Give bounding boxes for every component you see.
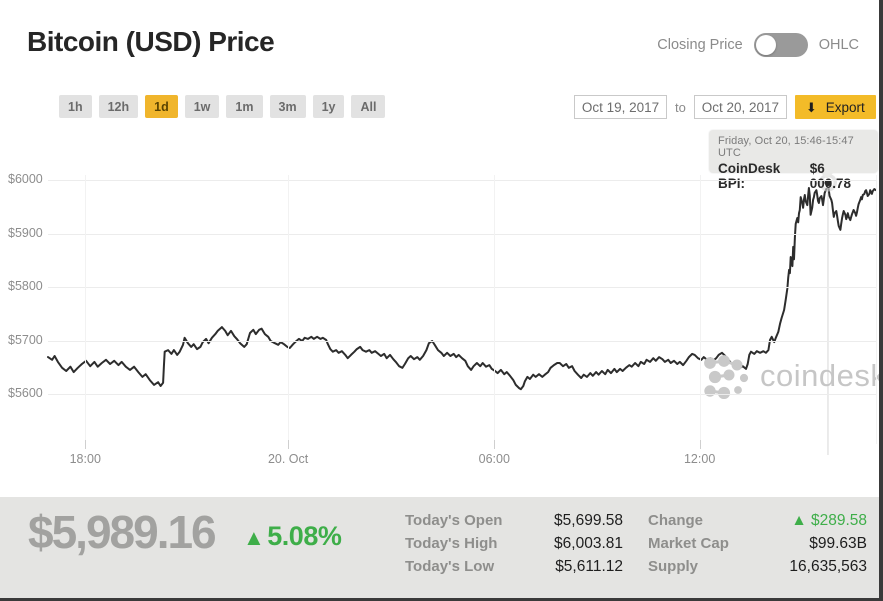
today-stats: Today's Open $5,699.58 Today's High $6,003.… xyxy=(405,509,623,578)
x-axis-tick xyxy=(288,440,290,449)
gridline-h xyxy=(48,180,876,181)
stat-row: Today's Open $5,699.58 xyxy=(405,509,623,532)
date-to-word: to xyxy=(675,99,686,115)
y-axis-label: $5800 xyxy=(8,279,43,293)
range-button-1h[interactable]: 1h xyxy=(59,95,92,118)
gridline-v xyxy=(494,175,496,444)
stat-label: Today's Open xyxy=(405,512,503,529)
price-line-chart xyxy=(47,173,877,455)
market-stats: Change ▲ $289.58 Market Cap $99.63B Supply 16… xyxy=(648,509,867,578)
ohlc-label: OHLC xyxy=(818,37,859,53)
stat-value: 16,635,563 xyxy=(789,557,867,575)
date-from-input[interactable] xyxy=(574,95,667,119)
chart-tooltip: Friday, Oct 20, 15:46-15:47 UTC CoinDesk… xyxy=(709,130,878,191)
stat-value: $6,003.81 xyxy=(554,534,623,552)
stat-value: $99.63B xyxy=(809,534,867,552)
gridline-h xyxy=(48,287,876,288)
range-button-all[interactable]: All xyxy=(351,95,386,118)
change-percent: ▲ 5.08% xyxy=(243,521,342,551)
tooltip-value: $6 000.78 xyxy=(809,161,852,191)
x-axis-label: 18:00 xyxy=(69,452,101,466)
range-button-12h[interactable]: 12h xyxy=(98,95,139,118)
y-axis-label: $5900 xyxy=(8,225,43,240)
date-to-input[interactable] xyxy=(693,95,787,119)
time-range-buttons: 1h 12h 1d 1w 1m 3m 1y All xyxy=(59,95,386,118)
price-chart[interactable]: coindesk Friday, Oct 20, 15:46-15:47 UTC… xyxy=(0,125,883,497)
download-arrow-icon: ⬇ xyxy=(805,99,817,115)
y-axis-label: $5700 xyxy=(8,332,43,347)
gridline-v xyxy=(876,175,877,444)
stat-label: Today's High xyxy=(405,535,498,552)
y-axis-label: $6000 xyxy=(8,172,43,186)
gridline-v xyxy=(85,175,87,444)
range-button-1w[interactable]: 1w xyxy=(184,95,220,118)
tooltip-pointer xyxy=(821,173,833,179)
stat-label: Change xyxy=(648,512,704,529)
range-button-1d[interactable]: 1d xyxy=(145,95,178,118)
stat-value: ▲ $289.58 xyxy=(791,511,867,529)
up-triangle-icon: ▲ xyxy=(243,525,265,550)
range-button-3m[interactable]: 3m xyxy=(269,95,306,118)
gridline-v xyxy=(288,175,290,444)
stat-label: Today's Low xyxy=(405,558,495,575)
stat-row: Today's High $6,003.81 xyxy=(405,532,623,555)
stat-value: $5,699.58 xyxy=(554,511,623,529)
x-axis-tick xyxy=(699,440,701,449)
x-axis-label: 06:00 xyxy=(478,452,510,466)
stat-row: Market Cap $99.63B xyxy=(648,532,867,555)
price-series-line xyxy=(47,181,877,391)
x-axis-tick xyxy=(494,440,496,449)
window-right-edge xyxy=(879,0,883,601)
toggle-knob-icon xyxy=(755,35,776,55)
stats-bar: $5,989.16 ▲ 5.08% Today's Open $5,699.58 To… xyxy=(0,497,883,601)
date-range-controls: to ⬇ Export xyxy=(574,95,876,119)
gridline-h xyxy=(48,340,876,342)
gridline-h xyxy=(48,233,876,235)
stat-row: Supply 16,635,563 xyxy=(648,555,867,578)
stat-value: $5,611.12 xyxy=(555,557,623,575)
range-button-1m[interactable]: 1m xyxy=(226,95,263,118)
page-title: Bitcoin (USD) Price xyxy=(27,26,275,57)
gridline-h xyxy=(48,394,876,395)
current-price: $5,989.16 xyxy=(28,506,217,558)
closing-price-label: Closing Price xyxy=(657,37,743,53)
stat-label: Market Cap xyxy=(648,535,729,552)
window-bottom-edge xyxy=(0,598,883,601)
tooltip-timestamp: Friday, Oct 20, 15:46-15:47 UTC xyxy=(718,135,854,159)
stat-row: Today's Low $5,611.12 xyxy=(405,555,623,578)
x-axis-tick xyxy=(85,440,87,449)
gridline-v xyxy=(699,175,701,444)
x-axis-label: 12:00 xyxy=(683,452,716,466)
export-button[interactable]: ⬇ Export xyxy=(794,95,876,119)
x-axis-label: 20. Oct xyxy=(267,452,309,466)
tooltip-label: CoinDesk BPI: xyxy=(718,161,781,191)
stat-row: Change ▲ $289.58 xyxy=(648,509,867,532)
price-mode-toggle-group: Closing Price OHLC xyxy=(657,33,859,57)
stat-label: Supply xyxy=(648,558,699,575)
price-mode-toggle[interactable] xyxy=(753,33,808,57)
y-axis-label: $5600 xyxy=(8,386,43,400)
range-button-1y[interactable]: 1y xyxy=(312,95,345,118)
